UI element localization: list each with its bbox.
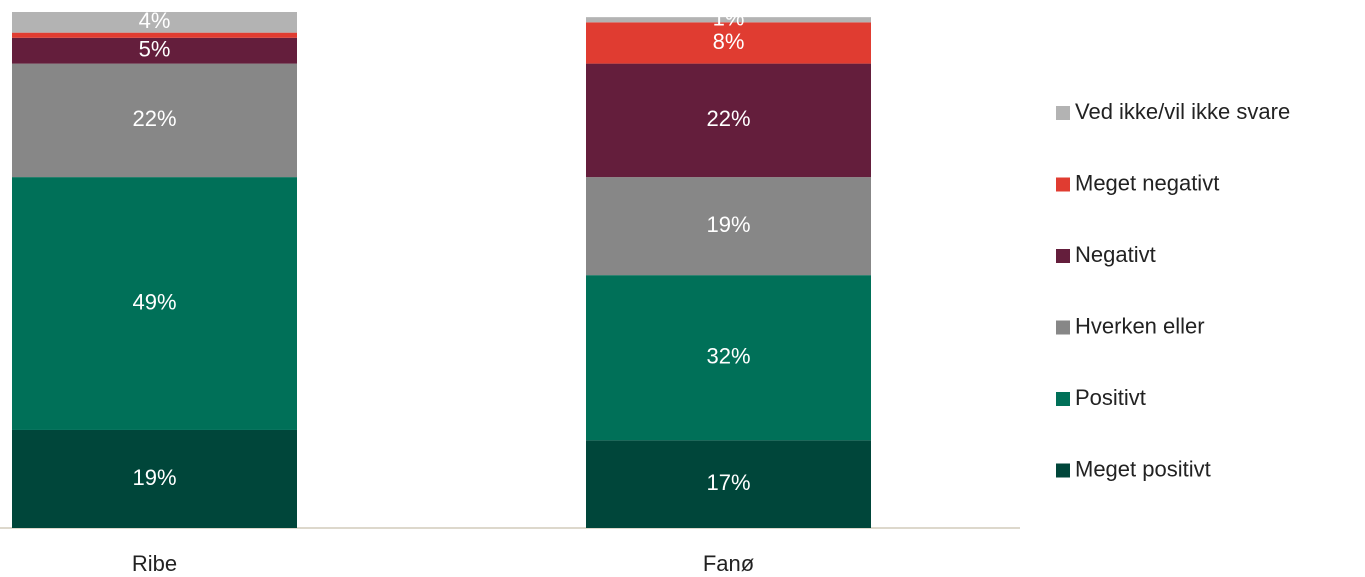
legend-swatch xyxy=(1056,106,1070,120)
legend-label: Meget negativt xyxy=(1075,170,1219,195)
bar-segment xyxy=(586,22,871,64)
data-label: 5% xyxy=(139,37,171,62)
legend-label: Positivt xyxy=(1075,385,1146,410)
legend-swatch xyxy=(1056,249,1070,263)
bar-segment xyxy=(12,429,297,528)
bar-segment xyxy=(586,17,871,23)
legend-swatch xyxy=(1056,177,1070,192)
bar-segment xyxy=(586,177,871,276)
bar-segment xyxy=(12,177,297,430)
data-label: 17% xyxy=(706,470,750,495)
x-tick-label: Ribe xyxy=(132,551,177,576)
bar-segment xyxy=(12,32,297,38)
bar-segment xyxy=(12,37,297,64)
data-label: 32% xyxy=(706,344,750,369)
legend-label: Meget positivt xyxy=(1075,456,1211,481)
x-tick-label: Fanø xyxy=(703,551,754,576)
data-label: 1% xyxy=(713,6,745,31)
legend-label: Negativt xyxy=(1075,242,1156,267)
legend-swatch xyxy=(1056,392,1070,406)
bar-segment xyxy=(12,12,297,33)
data-label: 8% xyxy=(713,29,745,54)
data-label: 19% xyxy=(132,465,176,490)
data-label: 22% xyxy=(132,106,176,131)
legend-label: Hverken eller xyxy=(1075,313,1205,338)
legend-swatch xyxy=(1056,320,1070,335)
bar-segment xyxy=(12,63,297,178)
legend-label: Ved ikke/vil ikke svare xyxy=(1075,99,1290,124)
data-label: 19% xyxy=(706,212,750,237)
bar-segment xyxy=(586,275,871,441)
bar-segment xyxy=(586,63,871,178)
data-label: 49% xyxy=(132,289,176,314)
data-label: 22% xyxy=(706,106,750,131)
data-label: 4% xyxy=(139,8,171,33)
bar-segment xyxy=(586,440,871,528)
legend-swatch xyxy=(1056,463,1070,478)
